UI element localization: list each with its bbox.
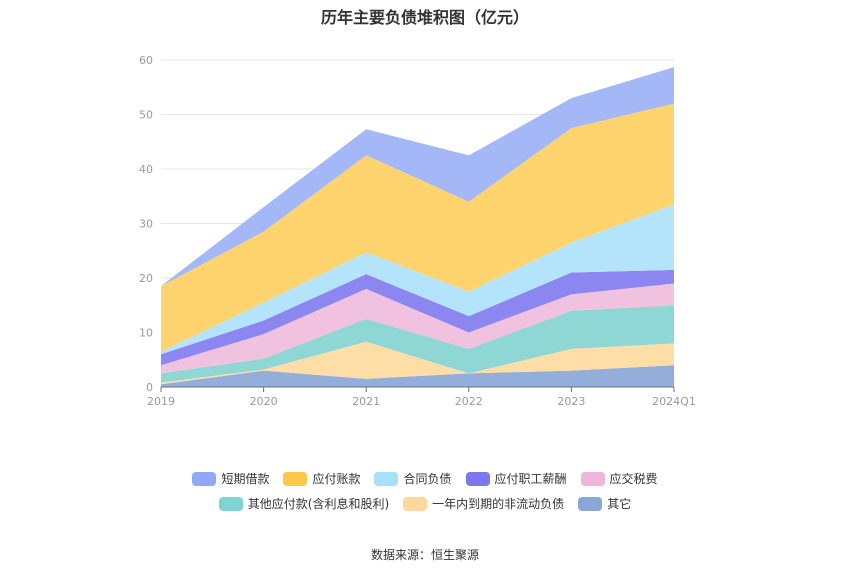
x-tick-label: 2024Q1: [652, 395, 696, 408]
x-tick-label: 2020: [250, 395, 278, 408]
legend-swatch: [192, 471, 217, 486]
legend-label: 应交税费: [609, 472, 658, 486]
legend-label: 其它: [607, 497, 632, 511]
legend-label: 应付职工薪酬: [494, 472, 567, 486]
x-tick-label: 2021: [352, 395, 380, 408]
y-tick-label: 60: [139, 54, 153, 67]
legend-label: 一年内到期的非流动负债: [432, 497, 565, 511]
legend-swatch: [580, 471, 605, 486]
x-tick-label: 2023: [557, 395, 585, 408]
y-tick-label: 30: [139, 218, 153, 231]
series-area-3: [161, 283, 674, 374]
stacked-area-chart: 0 10 20 30 40 50 60 2019 2020 2021 2022 2023 2024Q1: [139, 54, 696, 408]
series-area-2: [161, 305, 674, 383]
chart-title: 历年主要负债堆积图（亿元）: [320, 8, 529, 27]
legend-label: 其他应付款(含利息和股利): [247, 497, 390, 511]
data-source: 数据来源：恒生聚源: [370, 548, 479, 562]
x-axis: 2019 2020 2021 2022 2023 2024Q1: [147, 386, 696, 408]
y-tick-label: 40: [139, 163, 153, 176]
legend-label: 短期借款: [221, 472, 270, 486]
y-axis-ticks: 0 10 20 30 40 50 60: [139, 54, 153, 394]
legend-label: 应付账款: [312, 472, 361, 486]
y-tick-label: 50: [139, 109, 153, 122]
y-tick-label: 0: [146, 381, 153, 394]
legend-row: 其他应付款(含利息和股利) 一年内到期的非流动负债 其它: [0, 495, 850, 512]
legend-row: 短期借款 应付账款 合同负债 应付职工薪酬 应交税费: [0, 470, 850, 487]
legend: 短期借款 应付账款 合同负债 应付职工薪酬 应交税费其他应付款(含利息和股利) 一年内到期…: [0, 470, 850, 520]
legend-item[interactable]: 应付账款: [283, 470, 360, 487]
series-area-1: [161, 341, 674, 385]
series-area-7: [161, 67, 674, 287]
series-area-4: [161, 269, 674, 366]
legend-swatch: [374, 471, 399, 486]
series-area-5: [161, 204, 674, 355]
series-area-6: [161, 103, 674, 352]
legend-item[interactable]: 应交税费: [580, 470, 658, 487]
legend-swatch: [403, 496, 428, 511]
legend-label: 合同负债: [403, 472, 452, 486]
legend-swatch: [218, 496, 243, 511]
series-areas: [161, 67, 674, 387]
legend-swatch: [465, 471, 490, 486]
legend-item[interactable]: 其他应付款(含利息和股利): [218, 495, 390, 512]
y-tick-label: 20: [139, 272, 153, 285]
x-tick-label: 2019: [147, 395, 175, 408]
y-tick-label: 10: [139, 327, 153, 340]
legend-swatch: [283, 471, 308, 486]
x-tick-label: 2022: [455, 395, 483, 408]
legend-item[interactable]: 其它: [578, 495, 631, 512]
legend-swatch: [578, 496, 603, 511]
legend-item[interactable]: 合同负债: [374, 470, 452, 487]
legend-item[interactable]: 短期借款: [192, 470, 269, 487]
legend-item[interactable]: 应付职工薪酬: [465, 470, 567, 487]
legend-item[interactable]: 一年内到期的非流动负债: [403, 495, 564, 512]
